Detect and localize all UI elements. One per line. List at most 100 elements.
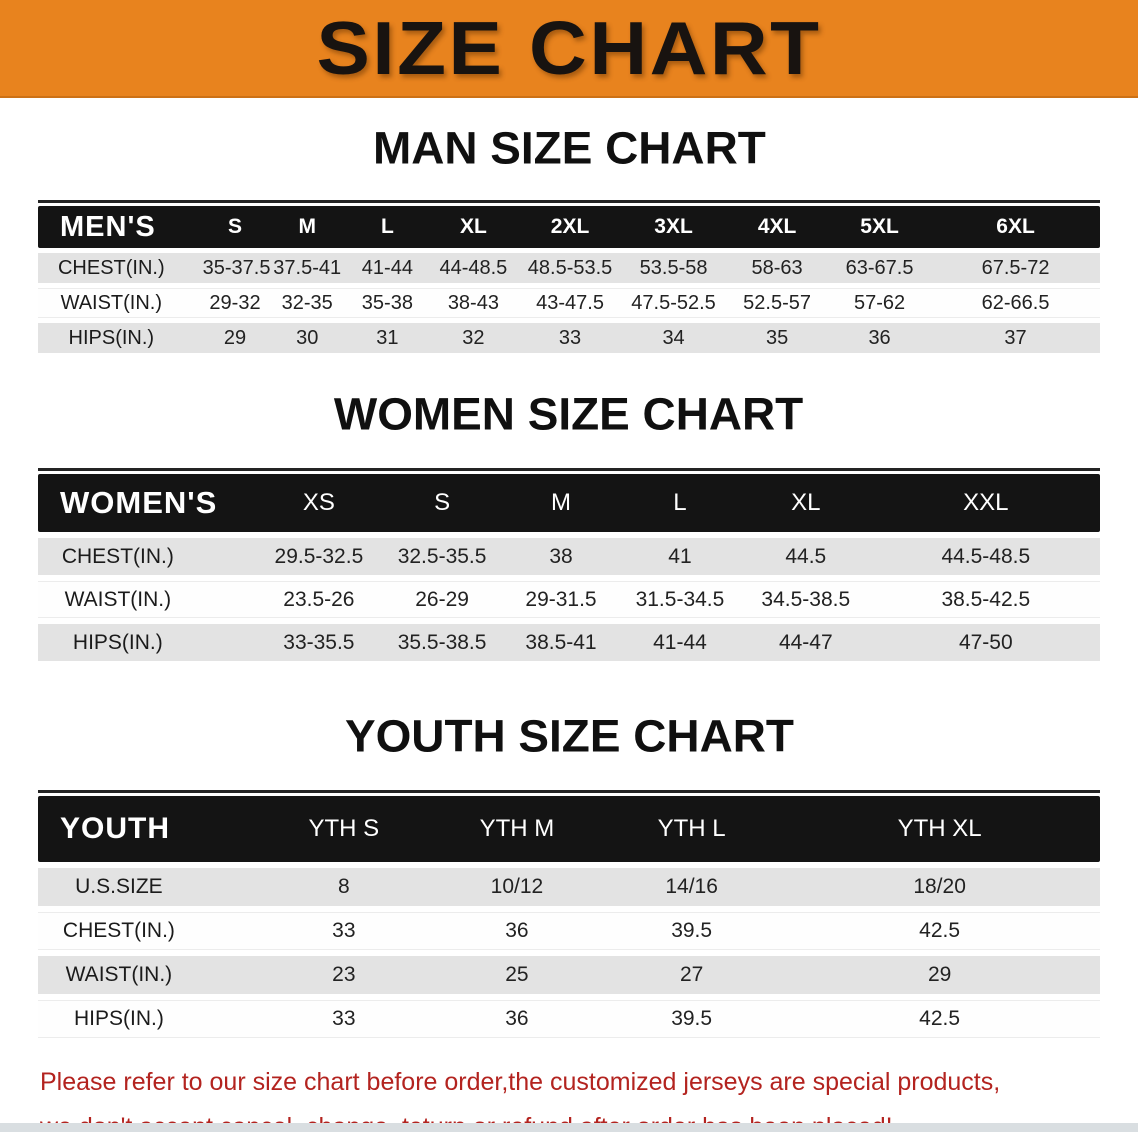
youth-table-header: YOUTH YTH S YTH M YTH L YTH XL [38,796,1100,862]
women-size-table: WOMEN'S XS S M L XL XXL CHEST(IN.) 29.5-… [38,468,1100,661]
size-col-header: 3XL [654,215,693,238]
size-value: 29 [223,326,247,349]
women-hips-row: HIPS(IN.) 33-35.5 35.5-38.5 38.5-41 41-4… [38,624,1100,661]
youth-heading-text: YOUTH SIZE CHART [344,710,794,762]
youth-table-title: YOUTH [60,812,170,845]
size-value: 33 [558,326,582,349]
size-value: 36 [505,1007,529,1030]
men-size-table: MEN'S S M L XL 2XL 3XL 4XL 5XL 6XL CHEST… [38,200,1100,353]
size-value: 52.5-57 [743,291,812,314]
bottom-strip [0,1123,1138,1132]
men-table-title: MEN'S [60,210,156,243]
disclaimer-line-1: Please refer to our size chart before or… [40,1068,1001,1096]
size-value: 53.5-58 [639,256,708,279]
row-label: HIPS(IN.) [72,630,163,654]
size-value: 44.5 [785,544,827,568]
size-col-header: L [380,215,394,238]
size-value: 47.5-52.5 [631,291,716,314]
men-table-topline [38,200,1100,203]
men-table-header: MEN'S S M L XL 2XL 3XL 4XL 5XL 6XL [38,206,1100,248]
size-value: 29-32 [209,291,261,314]
youth-section-heading: YOUTH SIZE CHART [0,710,1138,766]
row-label: CHEST(IN.) [57,256,165,279]
size-value: 63-67.5 [845,256,914,279]
size-value: 26-29 [415,587,469,611]
size-col-header: 4XL [757,215,797,238]
youth-chest-row: CHEST(IN.) 33 36 39.5 42.5 [38,912,1100,950]
size-value: 33 [332,1007,356,1030]
women-waist-row: WAIST(IN.) 23.5-26 26-29 29-31.5 31.5-34… [38,581,1100,618]
size-value: 33-35.5 [283,630,355,654]
size-value: 57-62 [853,291,906,314]
size-value: 31 [376,326,399,349]
men-hips-row: HIPS(IN.) 29 30 31 32 33 34 35 36 37 [38,323,1100,353]
youth-hips-row: HIPS(IN.) 33 36 39.5 42.5 [38,1000,1100,1038]
row-label: HIPS(IN.) [73,1007,164,1030]
size-col-header: 2XL [550,215,590,238]
size-value: 44.5-48.5 [941,544,1031,568]
size-value: 32.5-35.5 [397,544,487,568]
size-value: 38-43 [447,291,499,314]
size-value: 29-31.5 [525,587,597,611]
size-value: 37.5-41 [273,256,342,279]
size-value: 42.5 [919,1007,961,1030]
youth-size-table: YOUTH YTH S YTH M YTH L YTH XL U.S.SIZE … [38,790,1100,1038]
size-value: 47-50 [958,630,1013,654]
size-value: 44-47 [778,630,833,654]
youth-table-topline [38,790,1100,793]
size-value: 37 [1004,326,1027,349]
size-col-header: XXL [963,489,1009,516]
size-value: 38.5-42.5 [941,587,1031,611]
size-value: 39.5 [671,1007,713,1030]
youth-waist-row: WAIST(IN.) 23 25 27 29 [38,956,1100,994]
size-value: 8 [338,875,350,898]
size-value: 35-38 [361,291,413,314]
row-label: WAIST(IN.) [64,587,172,611]
women-table-title: WOMEN'S [60,485,218,520]
size-value: 27 [679,963,704,986]
men-waist-row: WAIST(IN.) 29-32 32-35 35-38 38-43 43-47… [38,288,1100,318]
size-value: 31.5-34.5 [635,587,725,611]
size-col-header: YTH S [308,815,380,842]
size-value: 25 [505,963,529,986]
size-col-header: M [551,489,572,516]
size-value: 41-44 [361,256,413,279]
size-col-header: L [673,489,687,516]
size-value: 67.5-72 [981,256,1050,279]
size-col-header: YTH XL [897,815,982,842]
size-value: 14/16 [665,875,718,898]
size-col-header: 6XL [996,215,1035,238]
size-value: 42.5 [919,919,961,942]
size-col-header: S [434,489,451,516]
size-value: 36 [868,326,891,349]
size-value: 34 [662,326,685,349]
size-value: 58-63 [751,256,803,279]
size-value: 35-37.5 [202,256,271,279]
size-value: 41 [668,544,692,568]
youth-ussize-row: U.S.SIZE 8 10/12 14/16 18/20 [38,868,1100,906]
men-section-heading: MAN SIZE CHART [0,122,1138,178]
size-value: 43-47.5 [536,291,604,314]
size-value: 32-35 [281,291,333,314]
women-section-heading: WOMEN SIZE CHART [0,389,1138,444]
size-col-header: 5XL [860,215,899,238]
size-col-header: M [298,215,316,238]
row-label: HIPS(IN.) [68,326,155,349]
size-value: 23.5-26 [283,587,355,611]
size-value: 38 [549,544,573,568]
row-label: CHEST(IN.) [61,544,174,568]
size-value: 62-66.5 [981,291,1050,314]
size-value: 29 [927,963,952,986]
size-value: 44-48.5 [439,256,508,279]
row-label: WAIST(IN.) [65,963,173,986]
size-col-header: XL [791,489,821,516]
size-col-header: YTH L [657,815,726,842]
size-value: 33 [332,919,356,942]
size-value: 38.5-41 [525,630,597,654]
size-value: 36 [505,919,529,942]
size-value: 29.5-32.5 [274,544,364,568]
men-heading-text: MAN SIZE CHART [372,122,766,174]
row-label: CHEST(IN.) [62,919,175,942]
size-value: 23 [332,963,356,986]
size-value: 41-44 [653,630,707,654]
